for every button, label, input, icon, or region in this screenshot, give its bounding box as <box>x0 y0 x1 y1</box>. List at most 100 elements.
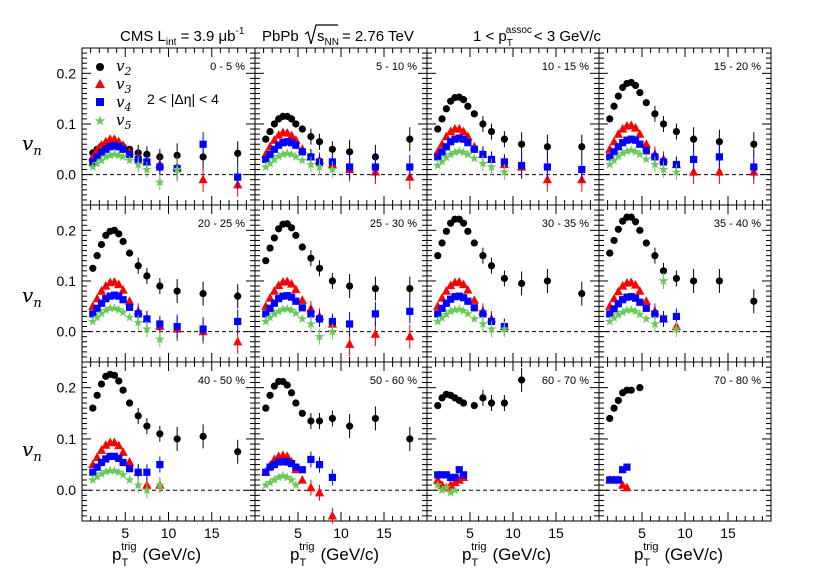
point-v4 <box>315 460 324 469</box>
point-v5 <box>142 485 152 495</box>
point-v4 <box>438 471 446 479</box>
point-v2 <box>143 422 151 430</box>
point-v4 <box>619 296 627 304</box>
point-v3 <box>463 285 473 294</box>
ylabel-v: v <box>22 437 34 461</box>
point-v4 <box>89 310 97 318</box>
point-v4 <box>406 307 414 315</box>
y-tick-label: 0.1 <box>57 116 77 132</box>
point-v5 <box>278 149 288 159</box>
point-v3 <box>314 487 325 497</box>
point-v4 <box>614 476 622 484</box>
point-v4 <box>102 145 110 153</box>
point-v4 <box>97 299 106 307</box>
point-v4 <box>328 473 336 482</box>
panel: 0.0 0.1 0.2 5 10 15 40 - 50 % <box>57 361 256 541</box>
point-v5 <box>437 312 447 322</box>
point-v3 <box>297 295 307 304</box>
point-v3 <box>450 477 460 487</box>
point-v2 <box>89 404 97 412</box>
point-v4 <box>578 165 586 174</box>
point-v3 <box>118 285 128 294</box>
point-v4 <box>125 303 134 311</box>
point-v4 <box>434 153 442 161</box>
point-v3 <box>92 452 102 461</box>
point-v4 <box>110 142 119 150</box>
point-v5 <box>269 308 280 318</box>
point-v4 <box>307 310 315 318</box>
header-lumi-sub: int <box>166 37 177 48</box>
point-v5 <box>172 164 182 174</box>
point-v3 <box>635 286 645 295</box>
point-v2 <box>115 377 123 385</box>
svg-text:pTtrig(GeV/c): pTtrig (GeV/c) <box>462 541 551 569</box>
point-v4 <box>234 173 242 181</box>
header-energy: sNN = 2.76 TeV <box>317 28 414 48</box>
point-v2 <box>287 224 296 232</box>
point-v2 <box>266 127 274 136</box>
point-v2 <box>750 140 758 148</box>
centrality-label: 70 - 80 % <box>714 375 761 387</box>
point-v5 <box>96 155 107 165</box>
y-tick-label: 0.0 <box>57 167 77 183</box>
xlabel-unit: (GeV/c) <box>320 545 379 564</box>
centrality-label: 5 - 10 % <box>376 61 417 73</box>
point-v3 <box>609 136 619 146</box>
point-v3 <box>101 136 111 146</box>
legend-label-v3: v3 <box>116 75 131 96</box>
y-tick-label: 0.1 <box>57 273 77 289</box>
point-v4 <box>619 466 627 474</box>
point-v4 <box>106 292 114 300</box>
panel: 5 10 15 70 - 80 % <box>598 361 772 541</box>
point-v5 <box>617 307 628 317</box>
point-v5 <box>118 151 128 161</box>
point-v2 <box>307 254 315 262</box>
point-v2 <box>543 143 552 151</box>
point-v3 <box>327 510 337 520</box>
point-v2 <box>470 239 478 247</box>
point-v4 <box>459 294 468 302</box>
xlabel-unit: (GeV/c) <box>492 545 551 564</box>
point-v4 <box>455 134 463 142</box>
point-v2 <box>434 125 442 133</box>
point-v5 <box>88 162 98 172</box>
point-v5 <box>478 319 488 329</box>
point-v4 <box>642 147 650 155</box>
legend-marker-v2 <box>96 63 104 71</box>
point-v5 <box>278 470 288 480</box>
point-v2 <box>143 272 151 280</box>
point-v4 <box>125 465 134 473</box>
point-v5 <box>118 469 128 479</box>
point-v2 <box>459 96 468 104</box>
svg-text:pTtrig(GeV/c): pTtrig (GeV/c) <box>290 541 379 569</box>
point-v5 <box>641 154 652 164</box>
header-system-label: PbPb <box>262 28 299 45</box>
point-v4 <box>406 163 414 171</box>
point-v5 <box>650 319 660 329</box>
point-v4 <box>614 300 622 308</box>
point-v4 <box>93 463 101 471</box>
point-v2 <box>606 414 614 423</box>
point-v3 <box>124 296 135 305</box>
point-v3 <box>274 280 284 290</box>
point-v2 <box>315 264 324 272</box>
point-v3 <box>622 482 632 492</box>
point-v2 <box>266 391 274 399</box>
point-v4 <box>143 315 151 323</box>
panel: 0.0 0.1 0.2 0 - 5 % <box>57 47 256 206</box>
point-v3 <box>433 474 443 484</box>
point-v4 <box>115 143 123 151</box>
point-v2 <box>93 252 101 260</box>
point-v4 <box>631 136 640 144</box>
point-v5 <box>286 305 297 315</box>
point-v4 <box>606 476 614 484</box>
xlabel-p: p <box>290 545 299 564</box>
panel-grid: 0.0 0.1 0.2 0 - 5 % 5 - 10 % 10 - 15 % 15 - 20… <box>57 47 772 541</box>
point-v4 <box>455 466 463 474</box>
point-v2 <box>610 102 618 110</box>
point-v5 <box>499 167 510 177</box>
point-v2 <box>199 290 207 298</box>
point-v5 <box>327 326 338 336</box>
xlabel-unit: (GeV/c) <box>142 545 201 564</box>
point-v5 <box>96 468 107 478</box>
